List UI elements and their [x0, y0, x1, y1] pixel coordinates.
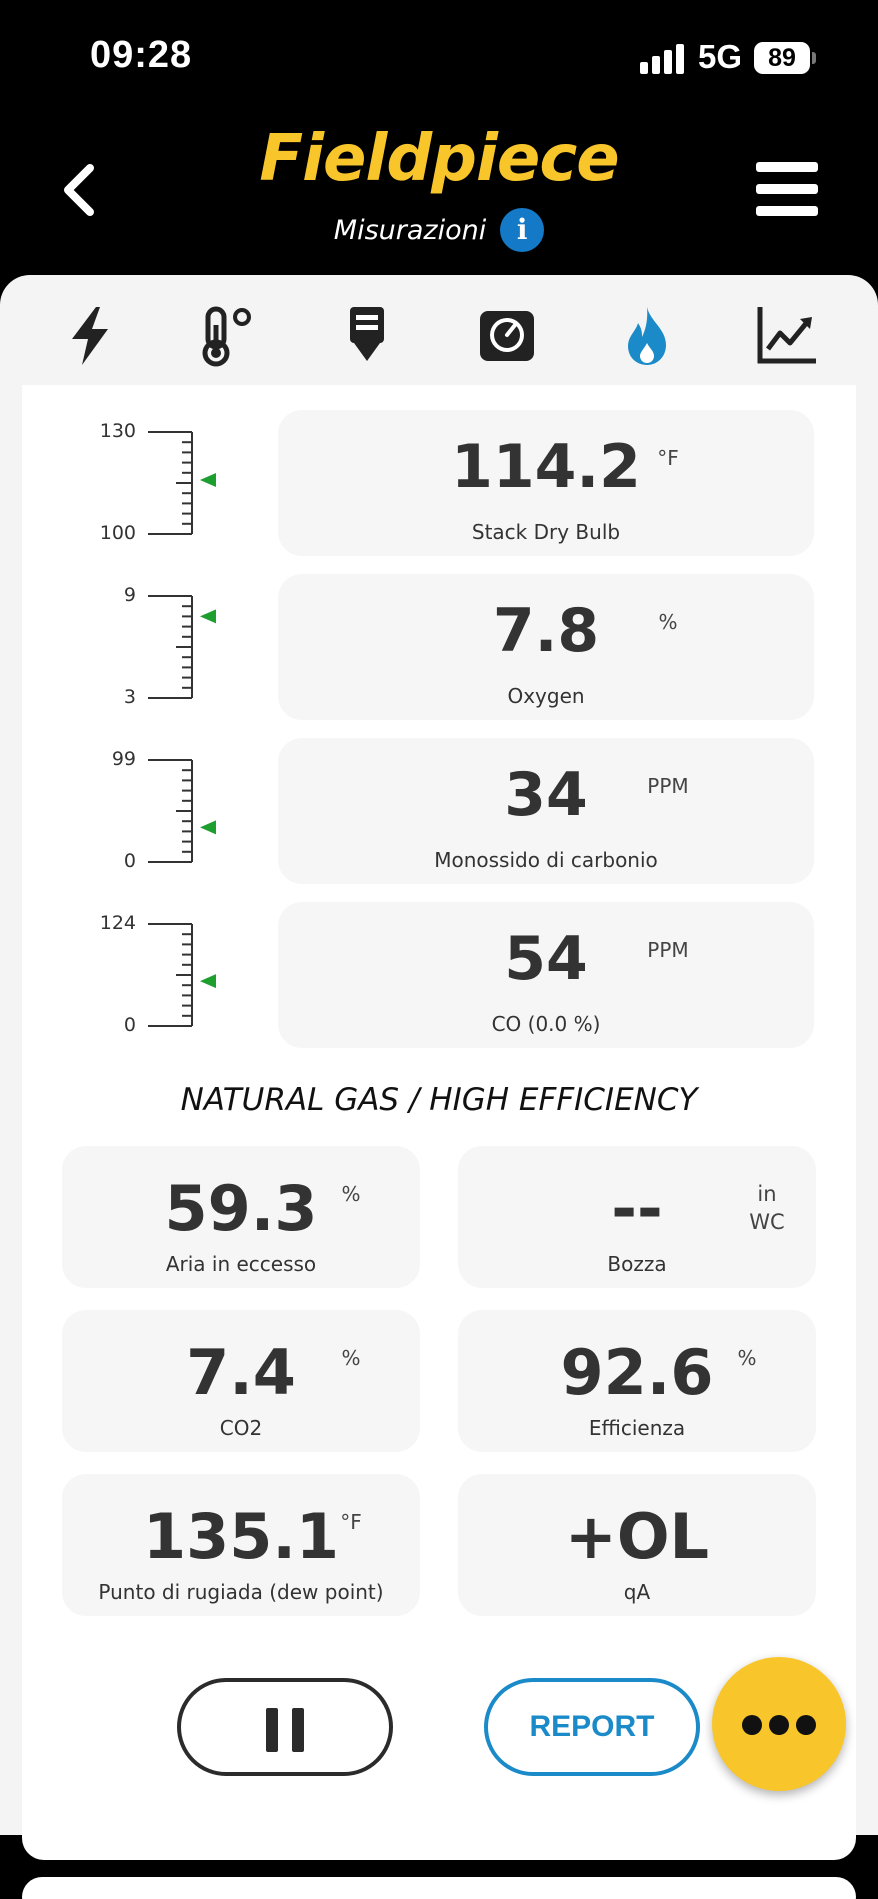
more-options-button[interactable] [712, 1657, 846, 1791]
thermometer-icon[interactable] [194, 303, 260, 369]
metric-unit: % [737, 1346, 757, 1370]
back-icon[interactable] [60, 162, 100, 218]
gauge-indicator [200, 974, 216, 989]
metric-card: 135.1 °F Punto di rugiada (dew point) [62, 1474, 420, 1616]
gauge-scale [148, 923, 216, 1027]
network-type: 5G [698, 38, 743, 75]
metric-value: 59.3 [164, 1172, 318, 1245]
metric-value: +OL [564, 1500, 710, 1573]
reading-card: 34 PPM Monossido di carbonio [278, 738, 814, 884]
gauge-icon[interactable] [474, 303, 540, 369]
reading-card: 114.2 °F Stack Dry Bulb [278, 410, 814, 556]
metric-label: Bozza [607, 1252, 667, 1276]
reading-unit: % [658, 610, 678, 634]
metric-unit: WC [749, 1210, 785, 1234]
metric-label: CO2 [219, 1416, 263, 1440]
metric-unit: % [341, 1346, 361, 1370]
reading-value: 54 [504, 924, 588, 994]
reading-label: Oxygen [507, 684, 585, 708]
flame-icon[interactable] [614, 303, 680, 369]
reading-value: 114.2 [451, 432, 641, 502]
pause-button[interactable] [177, 1678, 393, 1776]
info-icon[interactable]: i [500, 208, 545, 252]
metric-label: Efficienza [588, 1416, 686, 1440]
metric-unit: °F [340, 1510, 362, 1534]
metric-label: Aria in eccesso [165, 1252, 317, 1276]
signal-icon [640, 44, 684, 74]
metric-card: -- in WC Bozza [458, 1146, 816, 1288]
reading-label: Monossido di carbonio [434, 848, 658, 872]
metric-label: qA [623, 1580, 651, 1604]
gauge-indicator [200, 472, 216, 487]
gauge-scale [148, 759, 216, 863]
battery-icon: 89 [754, 42, 810, 74]
metric-value: 92.6 [560, 1336, 714, 1409]
reading-card: 54 PPM CO (0.0 %) [278, 902, 814, 1048]
metric-card: 92.6% Efficienza [458, 1310, 816, 1452]
page-subtitle: Misurazioni [333, 214, 487, 246]
tab-bar [0, 275, 878, 385]
metric-card: +OL qA [458, 1474, 816, 1616]
metric-card: 59.3% Aria in eccesso [62, 1146, 420, 1288]
secondary-card [22, 1877, 856, 1899]
metric-unit: % [341, 1182, 361, 1206]
gauge-scale [148, 431, 216, 535]
lightning-icon[interactable] [58, 303, 124, 369]
reading-unit: PPM [647, 938, 689, 962]
gauge-indicator [200, 609, 216, 624]
metric-unit: in [757, 1182, 777, 1206]
gauge-max-label: 99 [111, 748, 136, 770]
gauge-min-label: 0 [123, 1014, 136, 1036]
gauge-scale [148, 595, 216, 699]
status-time: 09:28 [90, 34, 193, 76]
report-button[interactable]: REPORT [484, 1678, 700, 1776]
reading-card: 7.8% Oxygen [278, 574, 814, 720]
battery-tip [812, 52, 816, 64]
page-subtitle-row: Misurazioni i [0, 208, 878, 252]
reading-unit: °F [657, 446, 679, 470]
hamburger-menu-icon[interactable] [756, 162, 818, 216]
brand-logo: Fieldpiece [259, 122, 619, 196]
metric-value: 7.4 [186, 1336, 296, 1409]
status-bar: 09:28 5G 89 [0, 0, 878, 110]
reading-value: 7.8 [492, 596, 600, 666]
reading-label: CO (0.0 %) [491, 1012, 601, 1036]
metric-value: 135.1 [142, 1500, 340, 1573]
metric-label: Punto di rugiada (dew point) [98, 1580, 384, 1604]
gauge-indicator [200, 820, 216, 835]
section-title: NATURAL GAS / HIGH EFFICIENCY [180, 1082, 698, 1118]
chart-icon[interactable] [754, 303, 820, 369]
reading-value: 34 [504, 760, 588, 830]
gauge-min-label: 100 [99, 522, 136, 544]
metric-card: 7.4% CO2 [62, 1310, 420, 1452]
download-icon[interactable] [334, 303, 400, 369]
reading-unit: PPM [647, 774, 689, 798]
gauge-min-label: 3 [123, 686, 136, 708]
gauge-max-label: 130 [99, 420, 136, 442]
metric-value: -- [611, 1172, 663, 1245]
reading-label: Stack Dry Bulb [471, 520, 621, 544]
gauge-max-label: 124 [99, 912, 136, 934]
gauge-min-label: 0 [123, 850, 136, 872]
gauge-max-label: 9 [123, 584, 136, 606]
